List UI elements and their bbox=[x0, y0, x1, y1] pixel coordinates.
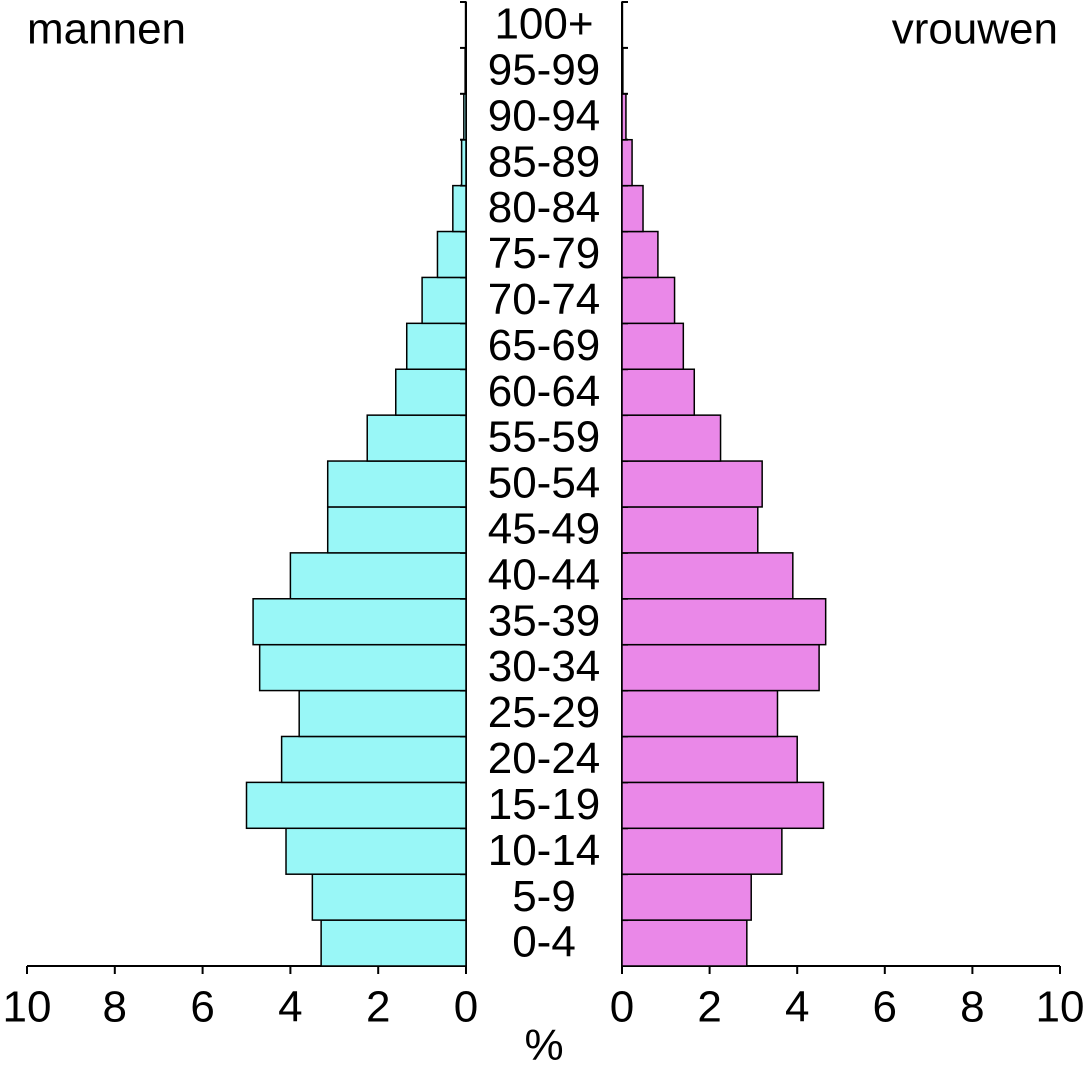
x-axis-label: % bbox=[524, 1021, 563, 1070]
age-label: 30-34 bbox=[488, 642, 601, 691]
x-tick-label: 4 bbox=[278, 983, 302, 1032]
x-tick-label: 0 bbox=[454, 983, 478, 1032]
bar bbox=[621, 643, 820, 692]
bar bbox=[621, 506, 759, 554]
bar bbox=[289, 552, 467, 600]
age-label: 65-69 bbox=[488, 321, 601, 370]
bar bbox=[320, 919, 467, 967]
bar bbox=[326, 506, 467, 554]
age-label: 50-54 bbox=[488, 459, 601, 508]
bar bbox=[366, 414, 467, 462]
bar bbox=[621, 873, 752, 921]
bar bbox=[621, 184, 644, 233]
x-tick-label: 6 bbox=[190, 983, 214, 1032]
x-tick-label: 6 bbox=[873, 983, 897, 1032]
bar bbox=[395, 368, 467, 416]
bar bbox=[621, 414, 722, 462]
age-label: 10-14 bbox=[488, 826, 601, 875]
x-tick-label: 0 bbox=[610, 983, 634, 1032]
bar bbox=[252, 598, 467, 646]
age-label: 0-4 bbox=[512, 918, 576, 967]
bar bbox=[405, 322, 467, 370]
bar bbox=[621, 919, 748, 967]
age-label: 55-59 bbox=[488, 413, 601, 462]
age-label: 85-89 bbox=[488, 137, 601, 186]
x-tick-label: 8 bbox=[103, 983, 127, 1032]
series-title: vrouwen bbox=[892, 5, 1058, 54]
bar bbox=[621, 735, 798, 784]
series-title: mannen bbox=[27, 5, 186, 54]
bar bbox=[280, 735, 467, 784]
age-label: 40-44 bbox=[488, 550, 601, 599]
bar bbox=[621, 552, 794, 600]
age-label: 70-74 bbox=[488, 275, 601, 324]
age-label: 20-24 bbox=[488, 734, 601, 783]
age-label: 90-94 bbox=[488, 91, 601, 140]
age-label: 45-49 bbox=[488, 505, 601, 554]
bar bbox=[621, 138, 633, 187]
age-label: 5-9 bbox=[512, 872, 576, 921]
bar bbox=[621, 47, 624, 95]
x-tick-label: 2 bbox=[366, 983, 390, 1032]
age-label: 60-64 bbox=[488, 367, 601, 416]
x-tick-label: 2 bbox=[697, 983, 721, 1032]
bar bbox=[436, 230, 467, 279]
age-label: 95-99 bbox=[488, 45, 601, 94]
bar bbox=[460, 138, 467, 187]
bar bbox=[621, 93, 627, 141]
x-tick-label: 10 bbox=[3, 983, 52, 1032]
bar bbox=[298, 689, 467, 738]
x-tick-label: 10 bbox=[1036, 983, 1085, 1032]
bar bbox=[621, 598, 827, 646]
age-label: 25-29 bbox=[488, 688, 601, 737]
bar bbox=[464, 47, 467, 95]
bar bbox=[463, 93, 467, 141]
bar bbox=[258, 643, 467, 692]
bar bbox=[621, 689, 779, 738]
bar bbox=[621, 781, 825, 830]
bar bbox=[621, 322, 685, 370]
bar bbox=[621, 276, 676, 325]
bar bbox=[421, 276, 467, 325]
bar bbox=[621, 368, 696, 416]
x-tick-label: 8 bbox=[960, 983, 984, 1032]
x-tick-label: 4 bbox=[785, 983, 809, 1032]
bar bbox=[311, 873, 467, 921]
bar bbox=[245, 781, 467, 830]
age-label: 15-19 bbox=[488, 780, 601, 829]
age-label: 100+ bbox=[494, 0, 593, 49]
bar bbox=[621, 230, 659, 279]
age-label: 80-84 bbox=[488, 183, 601, 232]
bar bbox=[326, 460, 467, 508]
bar bbox=[621, 460, 763, 508]
bar bbox=[285, 827, 467, 875]
age-label: 75-79 bbox=[488, 229, 601, 278]
bar bbox=[452, 184, 467, 233]
age-label: 35-39 bbox=[488, 596, 601, 645]
bar bbox=[621, 827, 783, 875]
